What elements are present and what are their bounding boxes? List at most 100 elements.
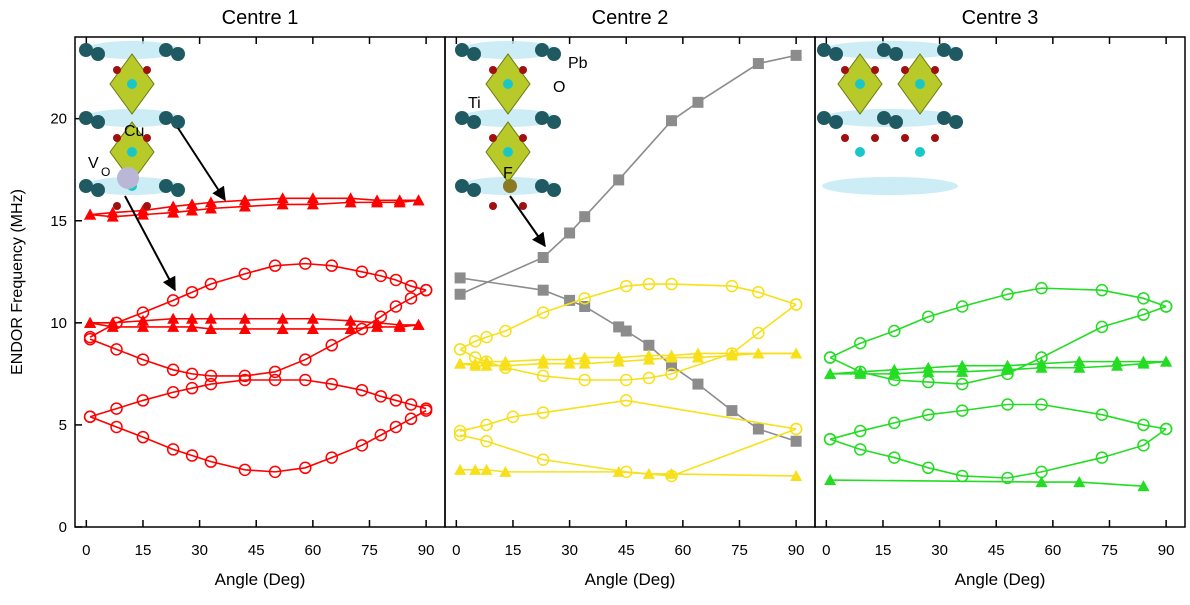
x-tick-label: 0 (82, 542, 90, 559)
atom (159, 179, 173, 193)
y-tick-label: 0 (59, 519, 67, 536)
chart: Centre 1Angle (Deg)015304560759005101520… (0, 0, 1190, 600)
atom (829, 115, 843, 129)
atom (467, 47, 481, 61)
marker-square (621, 326, 632, 337)
atom (937, 43, 951, 57)
x-tick-label: 0 (822, 542, 830, 559)
atom (931, 134, 939, 142)
x-tick-label: 45 (618, 542, 635, 559)
marker-square (564, 228, 575, 239)
x-tick-label: 15 (875, 542, 892, 559)
atom (889, 115, 903, 129)
atom (855, 79, 865, 89)
x-tick-label: 15 (505, 542, 522, 559)
x-tick-label: 15 (135, 542, 152, 559)
atom (937, 111, 951, 125)
atom (503, 79, 513, 89)
atom (547, 183, 561, 197)
y-tick-label: 5 (59, 417, 67, 434)
marker-square (753, 424, 764, 435)
atom (143, 202, 151, 210)
atom (113, 66, 121, 74)
atom (503, 147, 513, 157)
crystal-inset (817, 41, 963, 195)
inset-label: Cu (124, 123, 144, 140)
atom (91, 183, 105, 197)
x-tick-label: 60 (1045, 542, 1062, 559)
series-line (830, 405, 1166, 440)
atom (519, 66, 527, 74)
atom (535, 111, 549, 125)
inset-label: O (101, 165, 110, 179)
arrow (510, 196, 545, 246)
vacancy (117, 167, 139, 189)
atom (171, 47, 185, 61)
atom (535, 179, 549, 193)
series-line (460, 284, 796, 349)
y-tick-label: 20 (50, 111, 67, 128)
marker-square (791, 50, 802, 61)
atom (901, 66, 909, 74)
atom (113, 202, 121, 210)
series-line (460, 429, 796, 476)
marker-square (538, 285, 549, 296)
x-tick-label: 90 (418, 542, 435, 559)
atom (949, 47, 963, 61)
marker-square (538, 252, 549, 263)
x-tick-label: 75 (731, 542, 748, 559)
inset-label: O (553, 79, 565, 96)
atom (113, 134, 121, 142)
atom (455, 43, 469, 57)
atom (889, 47, 903, 61)
marker-square (455, 289, 466, 300)
marker-square (753, 58, 764, 69)
atom (817, 43, 831, 57)
marker-square (455, 272, 466, 283)
marker-square (666, 115, 677, 126)
atom (455, 179, 469, 193)
atom (915, 79, 925, 89)
series-line (830, 429, 1166, 478)
atom (547, 115, 561, 129)
atom (489, 66, 497, 74)
marker-square (643, 340, 654, 351)
y-axis-label: ENDOR Frequency (MHz) (9, 189, 26, 375)
marker-square (692, 97, 703, 108)
atom (915, 147, 925, 157)
atom (91, 47, 105, 61)
x-tick-label: 45 (988, 542, 1005, 559)
series-line (830, 480, 1143, 486)
panel-title: Centre 1 (222, 7, 299, 29)
atom (467, 183, 481, 197)
fluorine (503, 179, 517, 193)
atom (871, 134, 879, 142)
series-line (460, 470, 796, 476)
atom (519, 202, 527, 210)
inset-label: Pb (568, 55, 588, 72)
x-axis-label: Angle (Deg) (955, 570, 1046, 589)
atom (171, 183, 185, 197)
x-tick-label: 75 (1101, 542, 1118, 559)
x-tick-label: 60 (305, 542, 322, 559)
atom (519, 134, 527, 142)
inset-label: V (88, 155, 99, 172)
x-tick-label: 30 (561, 542, 578, 559)
x-tick-label: 90 (1158, 542, 1175, 559)
atom (841, 66, 849, 74)
atom (877, 43, 891, 57)
series-line (460, 353, 796, 365)
x-axis-label: Angle (Deg) (585, 570, 676, 589)
x-tick-label: 45 (248, 542, 265, 559)
atom (455, 111, 469, 125)
x-tick-label: 30 (191, 542, 208, 559)
atom (829, 47, 843, 61)
atom (841, 134, 849, 142)
marker-square (726, 405, 737, 416)
x-tick-label: 0 (452, 542, 460, 559)
atom (79, 43, 93, 57)
marker-square (613, 174, 624, 185)
arrow (178, 128, 225, 200)
atom (489, 134, 497, 142)
atom (159, 43, 173, 57)
